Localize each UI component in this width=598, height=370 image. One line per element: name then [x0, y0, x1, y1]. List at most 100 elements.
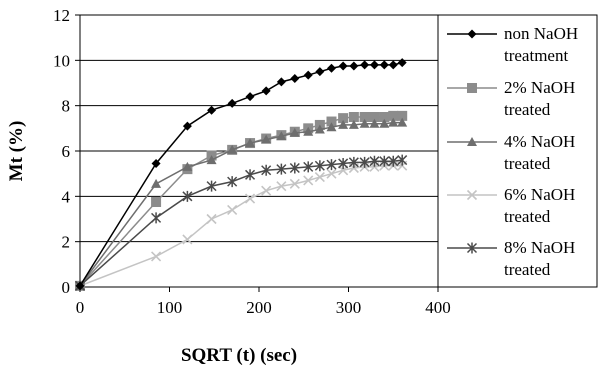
series-0-point-7 — [276, 77, 286, 87]
series-4-point-10 — [314, 160, 325, 172]
series-1-point-15 — [369, 112, 380, 122]
series-4-point-7 — [276, 163, 287, 175]
series-0-point-16 — [379, 60, 389, 70]
series-0-point-14 — [360, 60, 370, 70]
series-3-point-7 — [276, 181, 287, 192]
legend-label-2-line-1: treated — [504, 154, 551, 173]
series-2-point-18 — [397, 117, 408, 127]
legend-box — [437, 14, 598, 288]
legend-label-0-line-1: treatment — [504, 46, 568, 65]
series-4-point-9 — [303, 161, 314, 173]
series-0-point-18 — [397, 58, 407, 68]
series-2-point-10 — [314, 124, 325, 134]
series-2-point-16 — [379, 118, 390, 128]
x-tick-label-3: 300 — [336, 298, 362, 317]
series-4-point-18 — [397, 154, 408, 166]
series-2-point-13 — [348, 119, 359, 129]
x-axis-title: SQRT (t) (sec) — [181, 345, 297, 366]
legend-label-3-line-0: 6% NaOH — [504, 185, 575, 204]
series-0-point-4 — [227, 98, 237, 108]
series-0-point-17 — [388, 60, 398, 70]
series-1 — [75, 110, 408, 291]
series-0-point-1 — [151, 158, 161, 168]
series-2-point-5 — [245, 138, 256, 148]
series-3-point-8 — [289, 178, 300, 189]
legend: non NaOH treatment 2% NaOH treated 4% NaOH tr… — [437, 14, 598, 288]
series-4-point-6 — [261, 164, 272, 176]
series-2-point-14 — [359, 118, 370, 128]
y-tick-label-1: 2 — [62, 233, 71, 252]
legend-label-1-line-1: treated — [504, 100, 551, 119]
series-4-point-14 — [359, 156, 370, 168]
legend-swatch-marker-1 — [467, 83, 477, 93]
series-2-point-17 — [388, 117, 399, 127]
series-0-point-12 — [338, 61, 348, 71]
legend-label-3-line-1: treated — [504, 207, 551, 226]
x-tick-label-1: 100 — [157, 298, 183, 317]
series-1-line — [79, 115, 403, 287]
series-0-point-0 — [75, 281, 85, 291]
series-2-point-15 — [369, 118, 380, 128]
legend-swatch-marker-2 — [467, 137, 477, 146]
legend-swatch-marker-3 — [466, 189, 478, 201]
series-0-point-13 — [349, 61, 359, 71]
y-tick-label-6: 12 — [53, 6, 70, 25]
x-tick-label-0: 0 — [76, 298, 85, 317]
y-tick-label-0: 0 — [62, 278, 71, 297]
series-3-point-4 — [227, 204, 238, 215]
series-3-point-10 — [314, 172, 325, 183]
series-4 — [74, 154, 408, 292]
series-4-point-2 — [182, 190, 193, 202]
series-layer — [74, 58, 408, 292]
legend-entry-4: 8% NaOH treated — [447, 238, 575, 279]
gridlines — [80, 14, 438, 243]
y-tick-label-2: 4 — [62, 187, 71, 206]
series-4-point-4 — [227, 176, 238, 188]
series-3 — [74, 160, 408, 291]
legend-entry-0: non NaOH treatment — [447, 24, 578, 65]
series-0-point-15 — [369, 60, 379, 70]
series-1-point-16 — [379, 112, 390, 122]
legend-entry-3: 6% NaOH treated — [447, 185, 575, 226]
series-1-point-13 — [348, 112, 359, 122]
series-3-point-9 — [303, 175, 314, 186]
series-3-point-2 — [182, 234, 193, 245]
series-2-point-7 — [276, 131, 287, 141]
series-4-point-15 — [369, 155, 380, 167]
series-1-point-18 — [397, 110, 408, 121]
series-4-point-16 — [379, 155, 390, 167]
series-2-point-2 — [182, 161, 193, 171]
series-1-point-14 — [359, 112, 370, 122]
series-1-point-12 — [338, 113, 349, 124]
series-0-point-2 — [182, 121, 192, 131]
series-2-point-9 — [303, 126, 314, 136]
series-1-point-1 — [151, 197, 162, 207]
series-3-point-5 — [244, 193, 256, 204]
series-4-point-13 — [348, 156, 359, 168]
series-3-point-11 — [326, 168, 337, 179]
legend-label-1-line-0: 2% NaOH — [504, 78, 575, 97]
y-tick-label-4: 8 — [62, 97, 71, 116]
series-4-point-17 — [388, 155, 399, 167]
series-0-line — [79, 61, 403, 287]
series-4-point-3 — [206, 180, 217, 192]
y-tick-label-3: 6 — [62, 142, 71, 161]
series-0 — [75, 58, 407, 291]
legend-label-2-line-0: 4% NaOH — [504, 132, 575, 151]
series-2-point-11 — [326, 122, 337, 132]
series-3-point-6 — [261, 185, 272, 196]
legend-label-4-line-1: treated — [504, 260, 551, 279]
legend-entry-1: 2% NaOH treated — [447, 78, 575, 119]
series-4-point-1 — [151, 212, 162, 224]
series-0-point-6 — [261, 86, 271, 96]
series-4-point-5 — [245, 169, 256, 181]
series-0-point-9 — [303, 70, 313, 80]
series-1-point-17 — [388, 110, 399, 121]
legend-entry-2: 4% NaOH treated — [447, 132, 575, 173]
series-4-point-8 — [289, 162, 300, 174]
series-2-point-4 — [227, 144, 238, 154]
series-2-point-6 — [261, 134, 272, 144]
series-1-point-11 — [326, 116, 337, 127]
series-3-line — [79, 164, 403, 287]
